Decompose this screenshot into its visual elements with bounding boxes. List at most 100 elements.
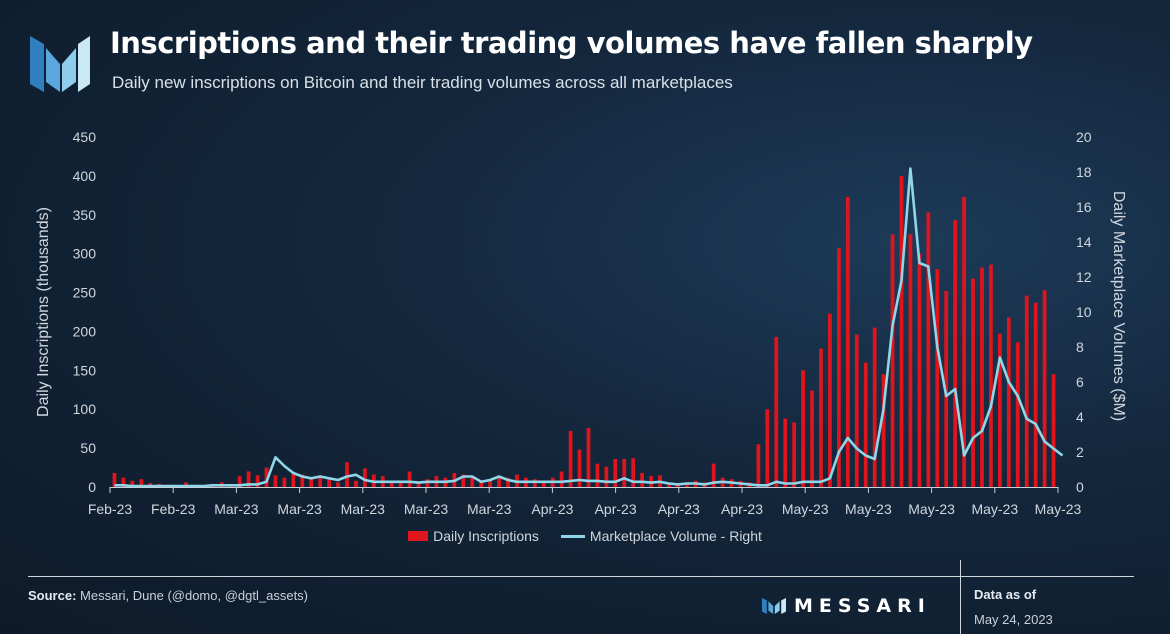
- bar: [962, 196, 966, 487]
- bar: [676, 484, 680, 487]
- legend-label-inscriptions: Daily Inscriptions: [433, 528, 539, 544]
- bar: [792, 422, 797, 487]
- bar: [568, 431, 573, 487]
- bar: [801, 370, 805, 487]
- bar: [461, 474, 466, 487]
- y-tick-label-left: 50: [80, 440, 96, 456]
- bar: [845, 196, 850, 487]
- bar: [1042, 290, 1047, 487]
- x-tick-label: Mar-23: [404, 501, 449, 517]
- y-tick-label-right: 0: [1076, 479, 1084, 495]
- y-tick-label-left: 300: [73, 246, 97, 262]
- bar: [416, 482, 421, 487]
- bar: [389, 480, 394, 487]
- right-axis-ticks: 0 2 4 6 8 10 12 14 16 18 20: [1076, 129, 1092, 495]
- legend-label-volume: Marketplace Volume - Right: [589, 528, 762, 544]
- y-tick-label-left: 100: [73, 401, 97, 417]
- bar: [863, 362, 868, 487]
- bar: [354, 480, 358, 487]
- bar: [837, 248, 841, 487]
- source-note: Source: Messari, Dune (@domo, @dgtl_asse…: [28, 588, 308, 603]
- bar: [336, 482, 340, 487]
- bar: [953, 220, 958, 487]
- y-axis-title-right: Daily Marketplace Volumes ($M): [1110, 191, 1127, 421]
- bar: [935, 269, 940, 487]
- source-text: Messari, Dune (@domo, @dgtl_assets): [80, 588, 309, 603]
- bar: [1006, 317, 1011, 487]
- bar: [479, 480, 484, 487]
- bar: [273, 475, 278, 487]
- y-tick-label-right: 2: [1076, 444, 1084, 460]
- x-tick-label: May-23: [845, 501, 892, 517]
- y-tick-label-right: 16: [1076, 199, 1092, 215]
- y-tick-label-right: 10: [1076, 304, 1092, 320]
- y-tick-label-right: 14: [1076, 234, 1092, 250]
- bar: [425, 479, 430, 487]
- x-tick-label: Apr-23: [721, 501, 763, 517]
- bar: [282, 477, 287, 487]
- bar: [899, 175, 904, 487]
- y-tick-label-right: 18: [1076, 164, 1092, 180]
- bar: [532, 479, 537, 487]
- y-tick-label-left: 0: [88, 479, 96, 495]
- y-tick-label-right: 4: [1076, 409, 1084, 425]
- bar: [819, 348, 823, 487]
- x-tick-label: May-23: [782, 501, 829, 517]
- bar: [783, 418, 788, 487]
- bar: [559, 471, 564, 487]
- bar: [363, 468, 367, 487]
- data-as-of-label: Data as of: [974, 587, 1037, 602]
- x-tick-label: Mar-23: [214, 501, 259, 517]
- bar: [1024, 295, 1029, 487]
- bar: [989, 264, 993, 487]
- bar: [622, 459, 627, 487]
- y-tick-label-right: 6: [1076, 374, 1084, 390]
- legend: Daily Inscriptions Marketplace Volume - …: [0, 528, 1170, 544]
- bar: [711, 463, 716, 487]
- bar: [291, 473, 296, 487]
- legend-swatch-bars: [408, 531, 429, 541]
- bar: [631, 458, 636, 487]
- bar: [971, 278, 975, 487]
- x-axis: Feb-23 Feb-23 Mar-23 Mar-23 Mar-23 Mar-23 Mar-…: [88, 487, 1082, 517]
- x-tick-label: Mar-23: [341, 501, 386, 517]
- y-tick-label-left: 200: [73, 323, 97, 339]
- y-tick-label-right: 8: [1076, 339, 1084, 355]
- y-tick-label-right: 20: [1076, 129, 1092, 145]
- bar: [872, 327, 877, 487]
- bar: [130, 480, 135, 487]
- bar: [854, 334, 859, 487]
- bar: [756, 444, 761, 487]
- line-series: [114, 167, 1064, 488]
- bar: [1033, 302, 1038, 487]
- x-tick-label: Apr-23: [531, 501, 573, 517]
- footer-divider: [960, 560, 961, 634]
- bar: [398, 480, 403, 487]
- y-tick-label-left: 250: [73, 285, 97, 301]
- bar: [595, 463, 600, 487]
- x-tick-label: Feb-23: [88, 501, 133, 517]
- bar: [237, 476, 242, 487]
- y-tick-label-left: 150: [73, 362, 97, 378]
- bar: [980, 267, 984, 487]
- messari-small-logo-icon: [762, 598, 786, 614]
- bar: [765, 409, 770, 487]
- bar: [488, 479, 492, 487]
- bar-series: [112, 175, 1056, 487]
- bar: [327, 479, 331, 487]
- source-label: Source:: [28, 588, 77, 603]
- y-axis-title-left: Daily Inscriptions (thousands): [35, 207, 52, 417]
- bar: [318, 475, 323, 487]
- legend-item-volume: Marketplace Volume - Right: [560, 528, 762, 544]
- messari-logo-icon: [30, 36, 90, 92]
- footer-rule: [28, 576, 1134, 577]
- bar: [121, 477, 126, 487]
- chart-area: 0 50 100 150 200 250 300 350 400 450 0 2 4 6 8 10 12 14 1…: [35, 129, 1127, 517]
- y-tick-label-right: 12: [1076, 269, 1092, 285]
- bar: [497, 476, 501, 487]
- data-as-of-date: May 24, 2023: [974, 612, 1053, 627]
- y-tick-label-left: 350: [73, 207, 97, 223]
- x-tick-label: Apr-23: [595, 501, 637, 517]
- chart-subtitle: Daily new inscriptions on Bitcoin and th…: [112, 73, 733, 92]
- bar: [604, 466, 609, 487]
